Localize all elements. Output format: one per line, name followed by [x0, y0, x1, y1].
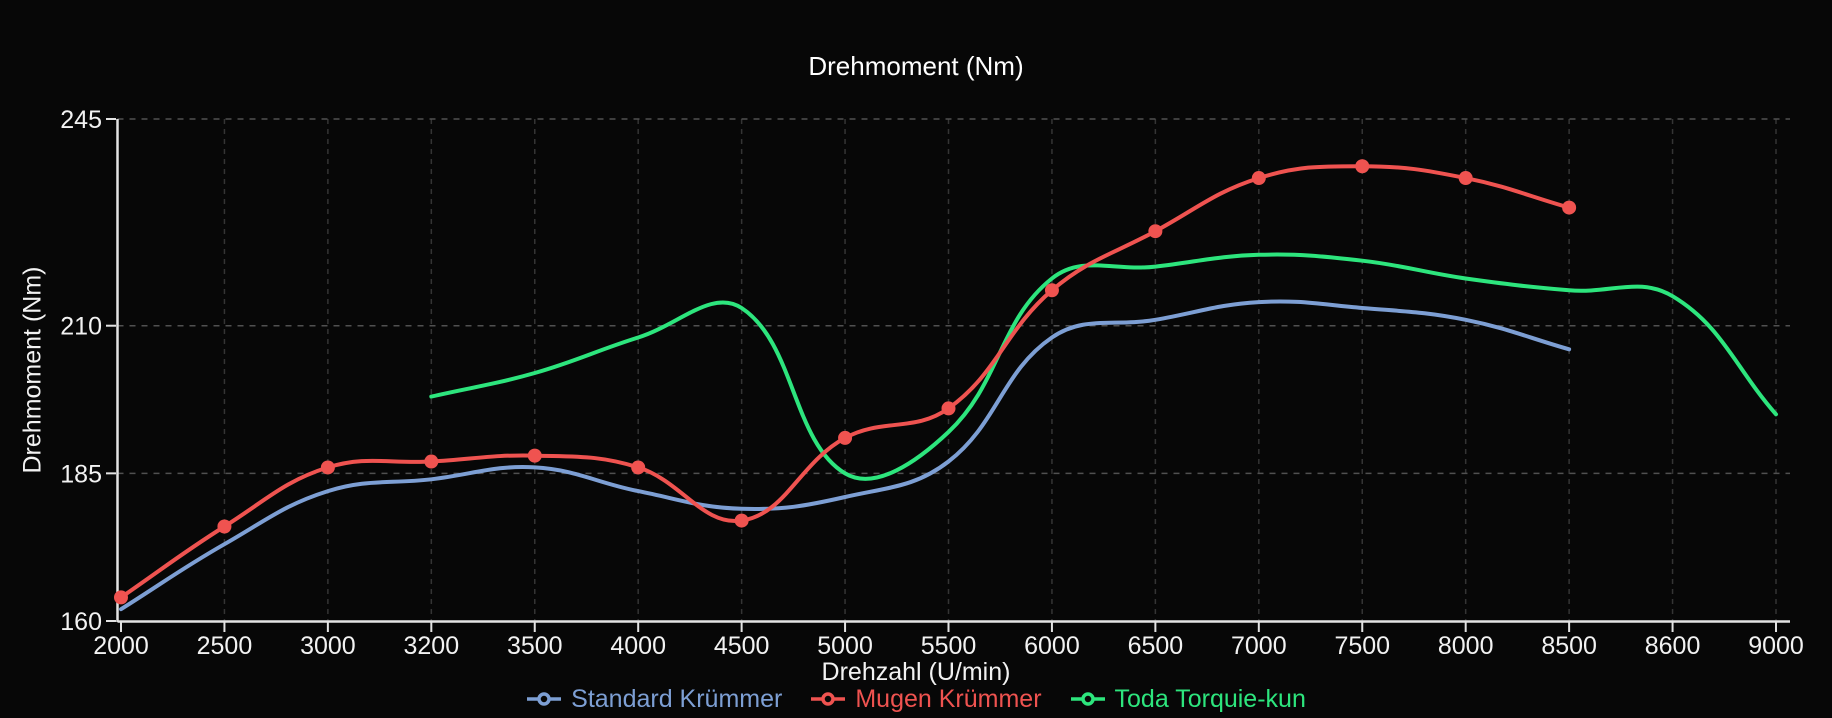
chart-title: Drehmoment (Nm) — [808, 51, 1024, 81]
x-tick-label: 3000 — [300, 632, 356, 660]
y-tick-label: 210 — [60, 313, 102, 341]
x-tick-label: 4000 — [610, 632, 666, 660]
x-tick-label: 2000 — [93, 632, 149, 660]
x-tick-label: 8000 — [1438, 632, 1494, 660]
x-tick-label: 7000 — [1231, 632, 1287, 660]
y-tick-label: 185 — [60, 460, 102, 488]
legend-label: Standard Krümmer — [571, 685, 783, 713]
data-point-mugen-kr-mmer[interactable] — [838, 430, 853, 445]
data-point-mugen-kr-mmer[interactable] — [320, 460, 335, 475]
legend-label: Mugen Krümmer — [855, 685, 1042, 713]
x-tick-label: 9000 — [1748, 632, 1804, 660]
legend-item-toda-torquie-kun[interactable]: Toda Torquie-kun — [1070, 684, 1306, 714]
x-tick-label: 5500 — [921, 632, 977, 660]
data-point-mugen-kr-mmer[interactable] — [424, 454, 439, 469]
data-point-mugen-kr-mmer[interactable] — [1458, 171, 1473, 186]
data-point-mugen-kr-mmer[interactable] — [631, 460, 646, 475]
x-tick-label: 6500 — [1128, 632, 1184, 660]
data-point-mugen-kr-mmer[interactable] — [941, 401, 956, 416]
series-line-standard-kr-mmer — [119, 299, 1572, 612]
x-tick-label: 3500 — [507, 632, 563, 660]
data-point-mugen-kr-mmer[interactable] — [1148, 224, 1163, 239]
data-point-mugen-kr-mmer[interactable] — [1562, 200, 1577, 215]
legend-item-standard-kr-mmer[interactable]: Standard Krümmer — [526, 684, 782, 714]
series-line-toda-torquie-kun — [429, 252, 1778, 481]
data-point-mugen-kr-mmer[interactable] — [527, 448, 542, 463]
chart-legend: Standard Krümmer Mugen Krümmer Toda Torqui… — [0, 684, 1832, 714]
y-tick-label: 245 — [60, 106, 102, 134]
x-tick-label: 4500 — [714, 632, 770, 660]
data-point-mugen-kr-mmer[interactable] — [1044, 283, 1059, 298]
x-tick-label: 5000 — [817, 632, 873, 660]
x-tick-label: 3200 — [404, 632, 460, 660]
x-tick-label: 7500 — [1334, 632, 1390, 660]
x-tick-label: 6000 — [1024, 632, 1080, 660]
legend-label: Toda Torquie-kun — [1114, 685, 1306, 713]
data-point-mugen-kr-mmer[interactable] — [734, 513, 749, 528]
data-point-mugen-kr-mmer[interactable] — [1355, 159, 1370, 174]
x-axis-title: Drehzahl (U/min) — [821, 658, 1011, 686]
data-point-mugen-kr-mmer[interactable] — [217, 519, 232, 534]
y-tick-label: 160 — [60, 608, 102, 636]
legend-marker-mugen-kr-mmer — [811, 692, 846, 706]
data-point-mugen-kr-mmer[interactable] — [114, 590, 128, 605]
x-tick-label: 8500 — [1541, 632, 1597, 660]
x-tick-label: 8600 — [1645, 632, 1701, 660]
data-point-mugen-kr-mmer[interactable] — [1251, 171, 1266, 186]
x-tick-label: 2500 — [197, 632, 253, 660]
legend-marker-standard-kr-mmer — [527, 692, 562, 706]
legend-item-mugen-kr-mmer[interactable]: Mugen Krümmer — [810, 684, 1042, 714]
legend-marker-toda-torquie-kun — [1070, 692, 1105, 706]
